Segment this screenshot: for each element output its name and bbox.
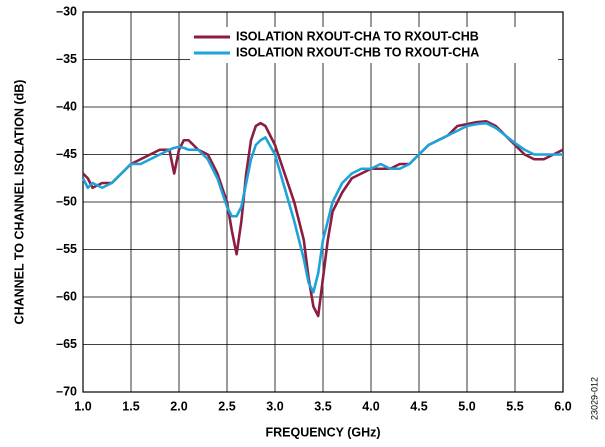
x-tick-label: 3.0 [266,399,283,413]
x-tick-label: 5.5 [506,399,523,413]
x-tick-label: 1.5 [122,399,139,413]
plot-frame [82,11,564,393]
y-tick-label: –40 [56,99,77,113]
x-tick-label: 3.5 [314,399,331,413]
x-axis-label: FREQUENCY (GHz) [265,425,380,439]
series-line [81,121,563,294]
y-axis-label: CHANNEL TO CHANNEL ISOLATION (dB) [12,80,26,325]
footnote: 23029-012 [589,377,599,420]
x-tick-label: 1.0 [74,399,91,413]
x-tick-label: 4.5 [410,399,427,413]
legend-label: ISOLATION RXOUT-CHB TO RXOUT-CHA [236,45,479,59]
x-tick-label: 2.0 [170,399,187,413]
legend-label: ISOLATION RXOUT-CHA TO RXOUT-CHB [236,29,479,43]
y-tick-label: –65 [56,337,77,351]
y-tick-label: –45 [56,147,77,161]
x-tick-label: 6.0 [554,399,571,413]
legend-box [190,27,558,63]
y-tick-label: –50 [56,194,77,208]
y-tick-label: –55 [56,242,77,256]
y-tick-label: –30 [56,4,77,18]
x-tick-label: 4.0 [362,399,379,413]
y-tick-label: –35 [56,52,77,66]
y-tick-label: –70 [56,384,77,398]
y-tick-label: –60 [56,289,77,303]
x-tick-label: 2.5 [218,399,235,413]
x-tick-label: 5.0 [458,399,475,413]
